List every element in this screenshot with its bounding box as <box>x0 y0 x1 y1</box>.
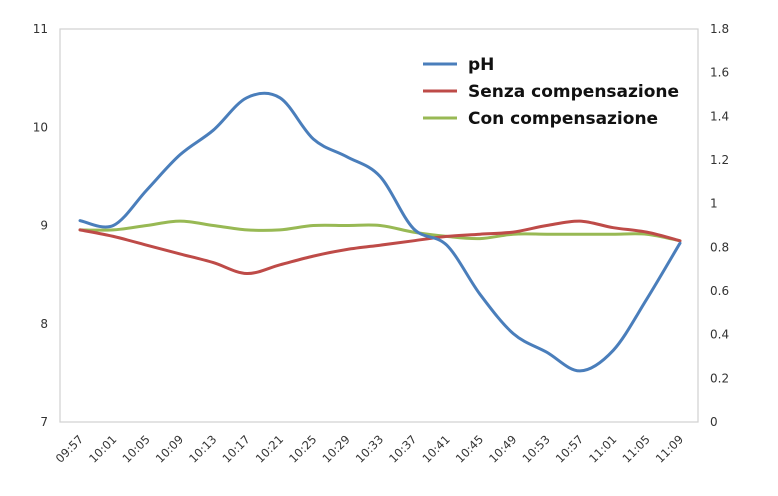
x-tick-label: 09:57 <box>53 432 86 465</box>
legend-label: pH <box>468 55 494 75</box>
y-tick-label: 10 <box>33 120 48 134</box>
x-tick-label: 11:09 <box>653 432 686 465</box>
y2-tick-label: 1.6 <box>710 66 729 80</box>
x-tick-label: 10:37 <box>386 432 419 465</box>
x-tick-label: 10:13 <box>186 432 219 465</box>
y2-tick-label: 1.4 <box>710 109 729 123</box>
x-tick-label: 11:05 <box>619 432 652 465</box>
y2-tick-label: 1.8 <box>710 22 729 36</box>
x-tick-label: 10:21 <box>253 432 286 465</box>
x-tick-label: 10:49 <box>486 432 519 465</box>
x-tick-label: 10:53 <box>519 432 552 465</box>
series-line-con-compensazione <box>78 219 682 243</box>
series-line-ph <box>78 91 682 373</box>
y2-tick-label: 0.6 <box>710 284 729 298</box>
x-tick-label: 10:57 <box>553 432 586 465</box>
series-line-senza-compensazione <box>78 219 682 276</box>
y-tick-label: 9 <box>40 219 48 233</box>
x-tick-label: 10:09 <box>153 432 186 465</box>
y-tick-label: 7 <box>40 415 48 429</box>
legend: pH Senza compensazione Con compensazione <box>423 55 679 129</box>
x-tick-label: 10:17 <box>219 432 252 465</box>
y-tick-label: 8 <box>40 317 48 331</box>
legend-label: Senza compensazione <box>468 82 679 102</box>
y2-tick-label: 0.2 <box>710 371 729 385</box>
y-tick-label: 11 <box>33 22 48 36</box>
y2-tick-label: 0.4 <box>710 328 729 342</box>
y2-tick-label: 0.8 <box>710 240 729 254</box>
x-tick-label: 11:01 <box>586 432 619 465</box>
x-tick-label: 10:45 <box>453 432 486 465</box>
x-tick-label: 10:25 <box>286 432 319 465</box>
x-tick-label: 10:41 <box>419 432 452 465</box>
x-tick-label: 10:05 <box>119 432 152 465</box>
y2-tick-label: 1 <box>710 197 718 211</box>
x-tick-label: 10:29 <box>319 432 352 465</box>
legend-label: Con compensazione <box>468 109 658 129</box>
y2-tick-label: 0 <box>710 415 718 429</box>
y2-tick-label: 1.2 <box>710 153 729 167</box>
x-tick-label: 10:33 <box>353 432 386 465</box>
x-tick-label: 10:01 <box>86 432 119 465</box>
